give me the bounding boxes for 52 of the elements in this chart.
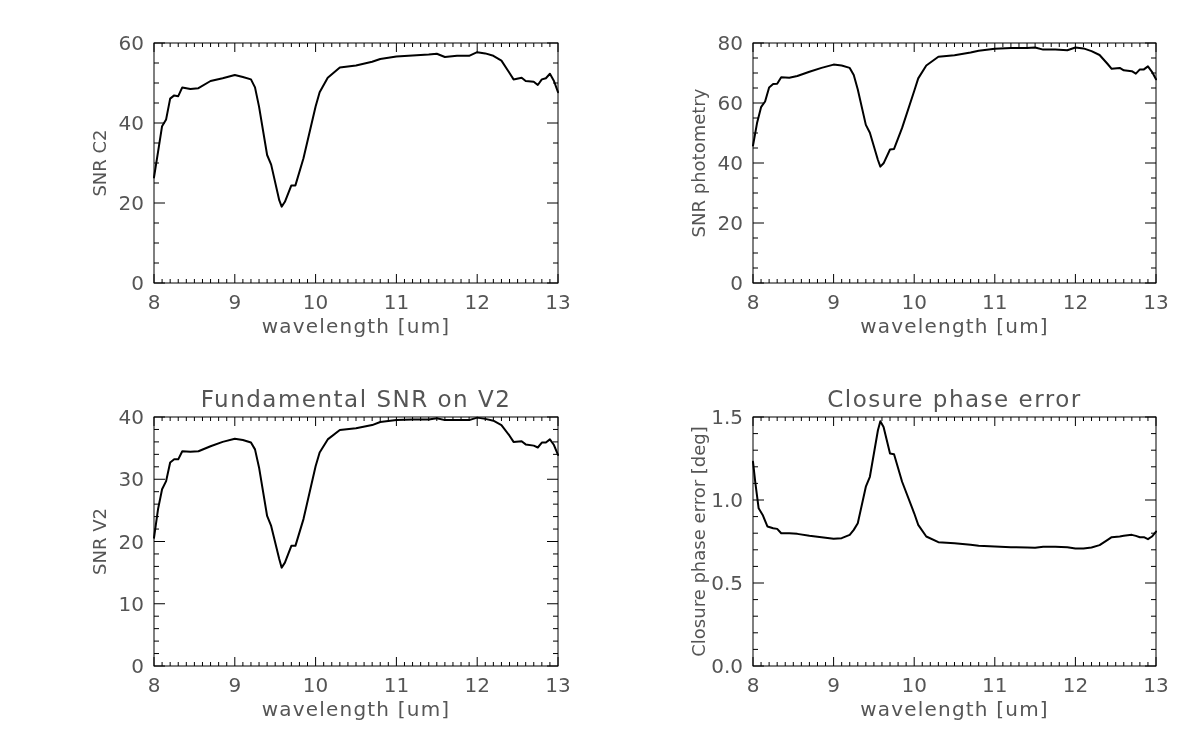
y-tick-label: 1.5 — [711, 405, 743, 429]
x-tick-label: 11 — [982, 290, 1008, 314]
x-tick-label: 13 — [1143, 673, 1169, 697]
x-tick-label: 13 — [1143, 290, 1169, 314]
y-tick-label: 0 — [131, 654, 144, 678]
x-tick-label: 8 — [147, 673, 161, 697]
y-tick-label: 0.5 — [711, 571, 743, 595]
y-tick-label: 0 — [730, 271, 743, 295]
x-tick-label: 11 — [982, 673, 1008, 697]
y-tick-label: 0.0 — [711, 654, 743, 678]
x-tick-label: 8 — [746, 290, 760, 314]
x-tick-label: 10 — [302, 673, 329, 697]
x-tick-label: 10 — [302, 290, 329, 314]
x-tick-label: 9 — [827, 673, 840, 697]
x-tick-label: 12 — [464, 673, 490, 697]
y-tick-label: 20 — [717, 211, 743, 235]
y-tick-label: 0 — [131, 271, 144, 295]
x-tick-label: 10 — [901, 290, 927, 314]
y-axis-title: SNR C2 — [89, 129, 110, 197]
x-tick-label: 8 — [147, 290, 161, 314]
y-tick-label: 80 — [717, 31, 743, 55]
x-tick-label: 11 — [383, 673, 410, 697]
x-tick-label: 10 — [901, 673, 927, 697]
y-tick-label: 20 — [118, 529, 144, 554]
x-axis-title: wavelength [um] — [860, 697, 1049, 721]
y-tick-label: 40 — [118, 111, 144, 135]
y-tick-label: 60 — [717, 91, 743, 115]
x-axis-title: wavelength [um] — [261, 697, 451, 721]
y-axis-title: SNR photometry — [688, 88, 709, 238]
x-tick-label: 13 — [545, 673, 571, 697]
x-axis-title: wavelength [um] — [860, 314, 1049, 338]
chart-title: Fundamental SNR on V2 — [200, 386, 512, 412]
x-tick-label: 8 — [746, 673, 760, 697]
y-tick-label: 40 — [717, 151, 743, 175]
y-tick-label: 30 — [118, 467, 144, 492]
x-tick-label: 9 — [228, 290, 242, 314]
y-tick-label: 10 — [118, 591, 144, 616]
x-tick-label: 13 — [545, 290, 571, 314]
x-tick-label: 12 — [1062, 673, 1089, 697]
y-axis-title: Closure phase error [deg] — [688, 426, 709, 657]
y-tick-label: 60 — [118, 31, 144, 55]
y-tick-label: 20 — [118, 191, 144, 215]
y-tick-label: 40 — [118, 405, 144, 429]
x-tick-label: 12 — [464, 290, 490, 314]
chart-title: Closure phase error — [827, 386, 1082, 412]
x-axis-title: wavelength [um] — [261, 314, 451, 338]
y-tick-label: 1.0 — [711, 488, 743, 512]
x-tick-label: 9 — [228, 673, 242, 697]
x-tick-label: 11 — [383, 290, 410, 314]
x-tick-label: 9 — [827, 290, 840, 314]
y-axis-title: SNR V2 — [89, 508, 110, 575]
x-tick-label: 12 — [1062, 290, 1089, 314]
